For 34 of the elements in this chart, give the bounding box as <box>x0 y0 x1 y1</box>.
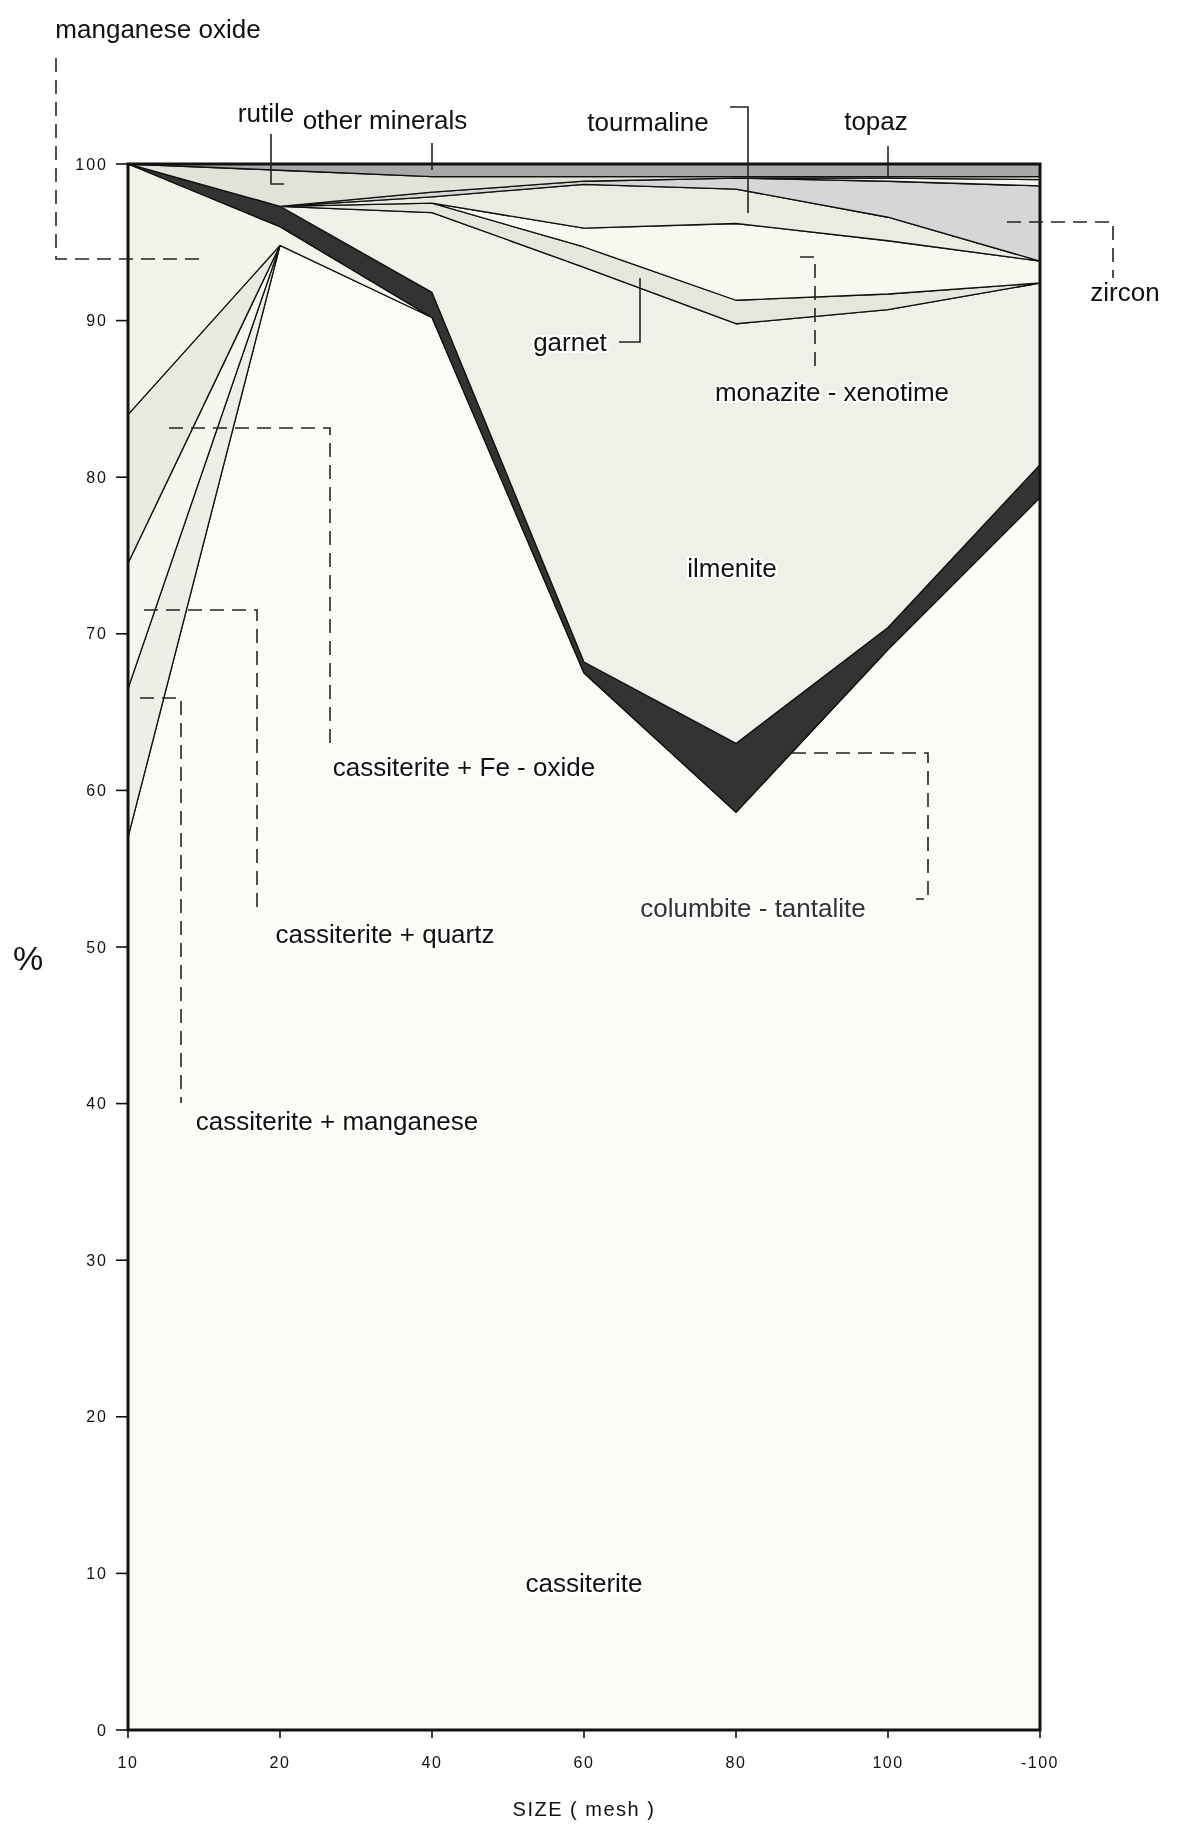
series-label: other minerals <box>302 105 468 136</box>
y-tick-label: 90 <box>86 312 108 330</box>
series-label: garnet <box>533 327 608 358</box>
text: columbite - tantalite <box>640 893 866 924</box>
x-tick-label: 20 <box>269 1754 291 1771</box>
series-label: rutile <box>237 98 295 129</box>
text: cassiterite + Fe - oxide <box>332 752 596 783</box>
text: cassiterite + quartz <box>275 919 495 950</box>
x-axis-title: SIZE ( mesh ) <box>512 1798 656 1820</box>
series-label: cassiterite <box>525 1568 643 1599</box>
x-tick-label: 100 <box>872 1754 904 1771</box>
y-tick-label: 30 <box>86 1251 108 1269</box>
y-tick-label: 50 <box>86 938 108 956</box>
y-tick-label: 60 <box>86 782 108 799</box>
y-tick-label: 10 <box>86 1565 108 1582</box>
y-tick-label: 70 <box>86 625 108 643</box>
y-tick-label: 40 <box>86 1095 108 1113</box>
text: manganese oxide <box>55 14 261 45</box>
y-axis-title: % <box>12 938 44 977</box>
text: monazite - xenotime <box>714 377 950 408</box>
series-label: ilmenite <box>687 553 777 584</box>
y-tick-label: 0 <box>97 1721 108 1739</box>
y-tick-label: 80 <box>86 468 108 486</box>
x-tick-label: 60 <box>573 1754 595 1771</box>
x-tick-label: 10 <box>117 1754 139 1771</box>
text: zircon <box>1090 277 1160 308</box>
x-tick-label: 80 <box>725 1754 747 1771</box>
y-tick-label: 100 <box>75 155 108 173</box>
x-tick-label: 40 <box>421 1754 443 1771</box>
text: cassiterite + manganese <box>195 1106 479 1137</box>
series-label: tourmaline <box>587 107 709 138</box>
x-tick-label: -100 <box>1020 1754 1060 1771</box>
y-tick-label: 20 <box>86 1408 108 1426</box>
series-label: topaz <box>844 106 908 137</box>
